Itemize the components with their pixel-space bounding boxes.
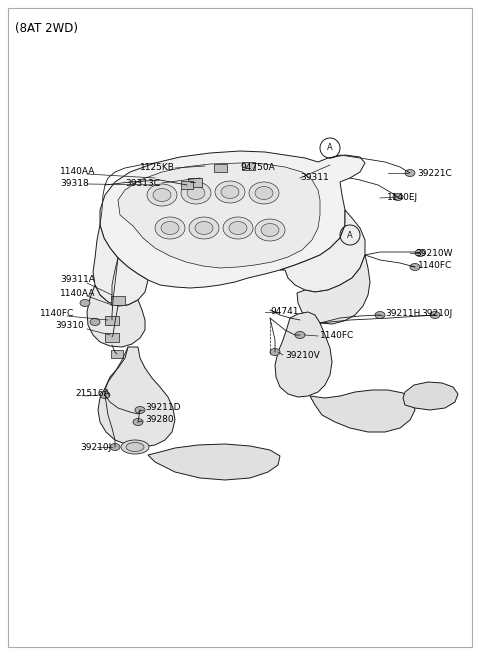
Text: 39313C: 39313C xyxy=(125,179,160,187)
Bar xyxy=(111,350,123,358)
Text: 39211D: 39211D xyxy=(145,403,180,413)
Ellipse shape xyxy=(415,250,425,257)
Ellipse shape xyxy=(80,299,90,307)
Ellipse shape xyxy=(261,223,279,236)
Ellipse shape xyxy=(147,184,177,206)
Text: 21516A: 21516A xyxy=(75,388,110,398)
Ellipse shape xyxy=(393,193,403,200)
Ellipse shape xyxy=(121,440,149,454)
Ellipse shape xyxy=(229,221,247,234)
Ellipse shape xyxy=(430,312,440,318)
Polygon shape xyxy=(100,151,365,288)
Text: 1140AA: 1140AA xyxy=(60,288,96,297)
Bar xyxy=(105,333,119,341)
Ellipse shape xyxy=(223,217,253,239)
Text: 39311: 39311 xyxy=(300,174,329,183)
Ellipse shape xyxy=(295,331,305,339)
Ellipse shape xyxy=(270,348,280,356)
Text: 39210J: 39210J xyxy=(80,443,111,451)
Polygon shape xyxy=(280,210,365,292)
Text: 39310: 39310 xyxy=(55,322,84,331)
Text: 1125KB: 1125KB xyxy=(140,164,175,172)
Ellipse shape xyxy=(161,221,179,234)
Text: 1140FC: 1140FC xyxy=(40,309,74,318)
Ellipse shape xyxy=(181,182,211,204)
Ellipse shape xyxy=(126,443,144,451)
Ellipse shape xyxy=(153,189,171,202)
Polygon shape xyxy=(98,347,175,447)
Text: 39210V: 39210V xyxy=(285,350,320,360)
Text: 39318: 39318 xyxy=(60,179,89,189)
Text: A: A xyxy=(347,231,353,240)
Bar xyxy=(181,181,193,189)
Bar xyxy=(241,162,254,170)
Bar xyxy=(105,316,119,324)
Ellipse shape xyxy=(133,419,143,426)
Text: 39280: 39280 xyxy=(145,415,174,424)
Polygon shape xyxy=(87,285,145,347)
Bar xyxy=(111,295,125,305)
Ellipse shape xyxy=(221,185,239,198)
Ellipse shape xyxy=(100,392,110,398)
Text: 1140FC: 1140FC xyxy=(418,261,452,271)
Text: 1140FC: 1140FC xyxy=(320,331,354,341)
Text: 39211H: 39211H xyxy=(385,310,420,318)
Ellipse shape xyxy=(195,221,213,234)
Ellipse shape xyxy=(155,217,185,239)
Ellipse shape xyxy=(187,187,205,200)
Text: 1140EJ: 1140EJ xyxy=(387,193,418,202)
Ellipse shape xyxy=(110,443,120,451)
Polygon shape xyxy=(148,444,280,480)
Text: 39311A: 39311A xyxy=(60,276,95,284)
Text: 39210J: 39210J xyxy=(422,310,453,318)
Ellipse shape xyxy=(255,219,285,241)
Ellipse shape xyxy=(405,170,415,176)
Ellipse shape xyxy=(135,407,145,413)
Polygon shape xyxy=(275,312,332,397)
Polygon shape xyxy=(93,225,148,306)
Text: 39221C: 39221C xyxy=(417,168,452,178)
Bar xyxy=(188,178,202,187)
Polygon shape xyxy=(310,390,415,432)
Text: 94750A: 94750A xyxy=(240,164,275,172)
Text: 39210W: 39210W xyxy=(416,248,453,257)
Ellipse shape xyxy=(215,181,245,203)
Ellipse shape xyxy=(255,187,273,200)
Text: 94741: 94741 xyxy=(270,307,299,316)
Text: 1140AA: 1140AA xyxy=(60,166,96,176)
Polygon shape xyxy=(118,163,320,268)
Ellipse shape xyxy=(249,182,279,204)
Ellipse shape xyxy=(410,263,420,271)
Ellipse shape xyxy=(90,318,100,326)
Polygon shape xyxy=(403,382,458,410)
Text: A: A xyxy=(327,143,333,153)
Bar xyxy=(214,164,227,172)
Polygon shape xyxy=(297,255,370,324)
Text: (8AT 2WD): (8AT 2WD) xyxy=(15,22,78,35)
Ellipse shape xyxy=(375,312,385,318)
Ellipse shape xyxy=(189,217,219,239)
